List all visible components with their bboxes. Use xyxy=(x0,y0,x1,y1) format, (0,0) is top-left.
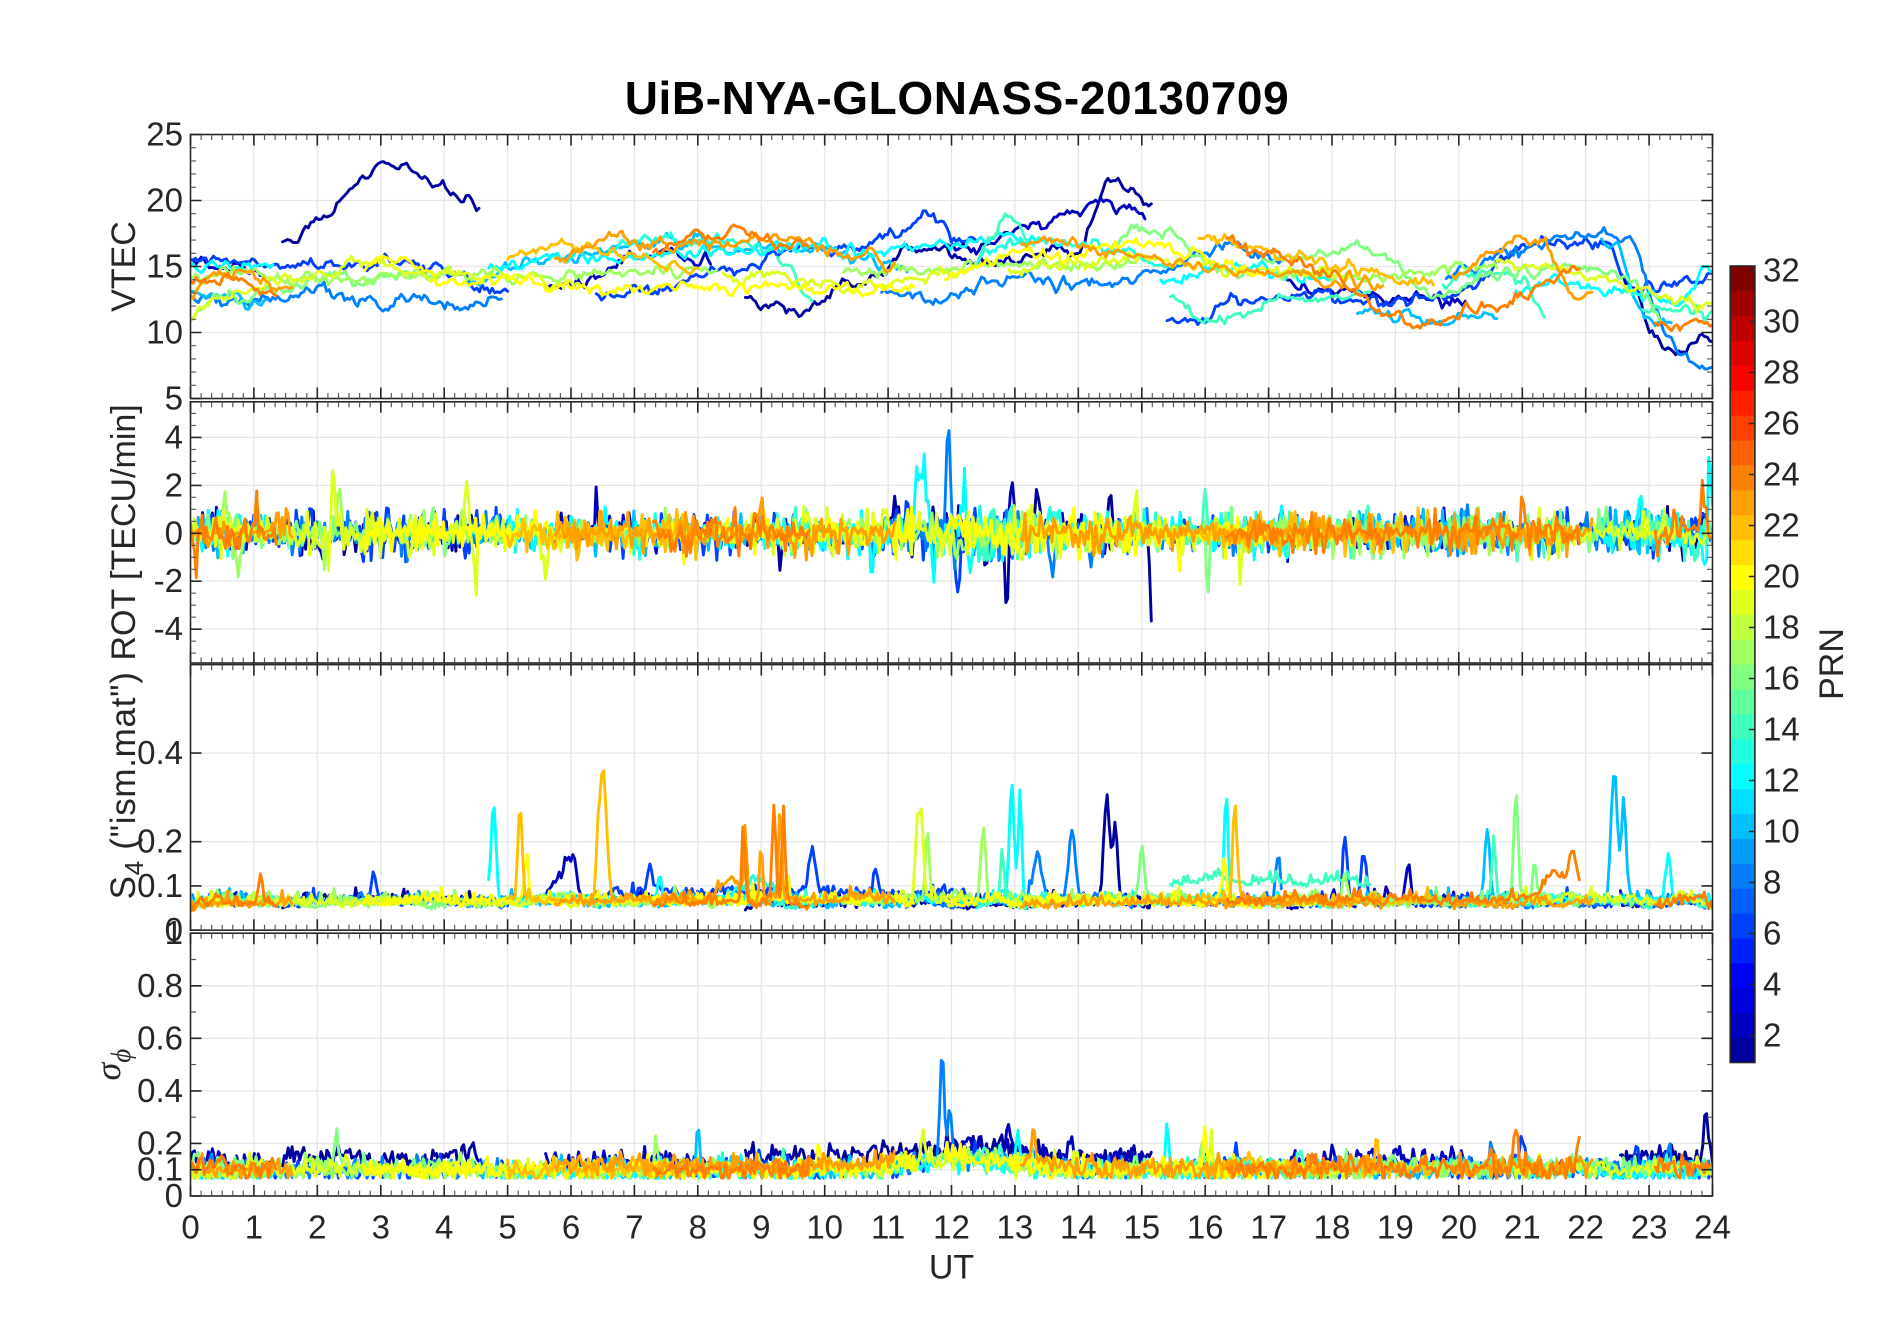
svg-text:6: 6 xyxy=(562,1209,580,1246)
svg-text:6: 6 xyxy=(1763,915,1781,952)
svg-text:0: 0 xyxy=(181,1209,199,1246)
svg-text:11: 11 xyxy=(871,1209,905,1246)
svg-text:24: 24 xyxy=(1763,456,1800,493)
svg-text:0.4: 0.4 xyxy=(137,1072,183,1109)
svg-text:4: 4 xyxy=(165,418,183,455)
svg-text:7: 7 xyxy=(625,1209,643,1246)
svg-text:22: 22 xyxy=(1567,1209,1604,1246)
svg-text:5: 5 xyxy=(165,380,183,417)
svg-text:2: 2 xyxy=(165,466,183,503)
svg-text:14: 14 xyxy=(1763,711,1800,748)
svg-text:8: 8 xyxy=(689,1209,707,1246)
svg-text:0.2: 0.2 xyxy=(137,1124,183,1161)
svg-text:30: 30 xyxy=(1763,303,1800,340)
svg-text:4: 4 xyxy=(1763,966,1781,1003)
svg-text:10: 10 xyxy=(806,1209,843,1246)
svg-text:32: 32 xyxy=(1763,252,1800,289)
svg-text:5: 5 xyxy=(498,1209,516,1246)
svg-text:25: 25 xyxy=(146,116,183,153)
svg-text:1: 1 xyxy=(165,914,183,951)
svg-text:10: 10 xyxy=(1763,813,1800,850)
svg-text:0.1: 0.1 xyxy=(137,867,183,904)
svg-text:15: 15 xyxy=(1123,1209,1160,1246)
svg-text:8: 8 xyxy=(1763,864,1781,901)
svg-text:2: 2 xyxy=(1763,1017,1781,1054)
svg-text:VTEC: VTEC xyxy=(105,221,143,312)
svg-text:18: 18 xyxy=(1763,609,1800,646)
svg-text:ROT [TECU/min]: ROT [TECU/min] xyxy=(105,404,143,660)
svg-text:0.1: 0.1 xyxy=(137,1151,183,1188)
svg-text:10: 10 xyxy=(146,314,183,351)
svg-text:18: 18 xyxy=(1314,1209,1351,1246)
svg-text:20: 20 xyxy=(146,182,183,219)
svg-text:S4 ("ism.mat"): S4 ("ism.mat") xyxy=(104,671,149,899)
svg-text:23: 23 xyxy=(1631,1209,1668,1246)
svg-text:PRN: PRN xyxy=(1813,628,1851,700)
svg-text:0.2: 0.2 xyxy=(137,823,183,860)
svg-text:17: 17 xyxy=(1250,1209,1287,1246)
svg-text:UT: UT xyxy=(929,1249,974,1287)
svg-text:2: 2 xyxy=(308,1209,326,1246)
svg-text:0: 0 xyxy=(165,514,183,551)
svg-text:16: 16 xyxy=(1763,660,1800,697)
svg-text:20: 20 xyxy=(1763,558,1800,595)
svg-text:3: 3 xyxy=(372,1209,390,1246)
svg-text:22: 22 xyxy=(1763,507,1800,544)
svg-text:-2: -2 xyxy=(154,562,183,599)
svg-text:4: 4 xyxy=(435,1209,453,1246)
svg-text:0.6: 0.6 xyxy=(137,1019,183,1056)
svg-text:0: 0 xyxy=(165,911,183,948)
svg-text:14: 14 xyxy=(1060,1209,1097,1246)
svg-text:12: 12 xyxy=(1763,762,1800,799)
svg-text:UiB-NYA-GLONASS-20130709: UiB-NYA-GLONASS-20130709 xyxy=(625,72,1290,124)
svg-text:12: 12 xyxy=(933,1209,970,1246)
svg-text:1: 1 xyxy=(245,1209,263,1246)
svg-text:-4: -4 xyxy=(154,610,183,647)
svg-text:19: 19 xyxy=(1377,1209,1414,1246)
svg-text:13: 13 xyxy=(997,1209,1034,1246)
svg-text:0: 0 xyxy=(165,1177,183,1214)
svg-text:9: 9 xyxy=(752,1209,770,1246)
svg-text:0.8: 0.8 xyxy=(137,967,183,1004)
svg-text:20: 20 xyxy=(1440,1209,1477,1246)
svg-text:28: 28 xyxy=(1763,354,1800,391)
svg-text:15: 15 xyxy=(146,248,183,285)
svg-text:24: 24 xyxy=(1694,1209,1731,1246)
svg-text:21: 21 xyxy=(1504,1209,1541,1246)
svg-text:16: 16 xyxy=(1187,1209,1224,1246)
svg-text:0.4: 0.4 xyxy=(137,734,183,771)
svg-text:26: 26 xyxy=(1763,405,1800,442)
